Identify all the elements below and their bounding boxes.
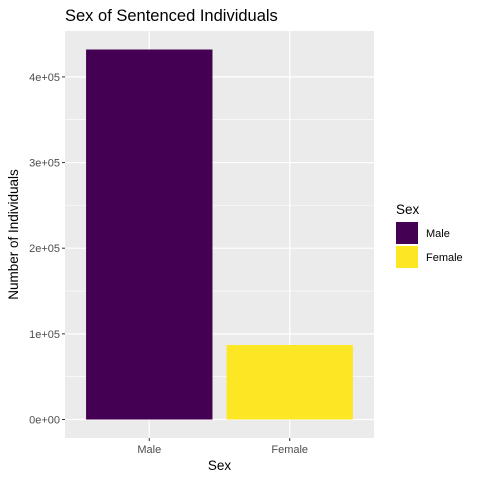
x-tick-label: Female — [271, 444, 308, 456]
x-tick-label: Male — [137, 444, 161, 456]
y-axis-title: Number of Individuals — [6, 169, 21, 300]
legend-swatch-female — [396, 246, 418, 268]
x-axis-title: Sex — [208, 458, 232, 473]
legend-swatch-male — [396, 222, 418, 244]
bar-male — [86, 49, 213, 420]
y-tick-label: 4e+05 — [29, 72, 60, 84]
y-tick-label: 0e+00 — [29, 415, 60, 427]
bar-female — [226, 344, 353, 420]
y-tick-label: 3e+05 — [29, 158, 60, 170]
legend-title: Sex — [396, 202, 420, 217]
legend: Sex Male Female — [396, 202, 463, 268]
legend-label-female: Female — [426, 252, 463, 264]
legend-label-male: Male — [426, 228, 450, 240]
y-tick-label: 2e+05 — [29, 243, 60, 255]
x-axis-ticks: Male Female — [137, 438, 308, 456]
bars — [86, 49, 353, 420]
y-axis-ticks: 0e+00 1e+05 2e+05 3e+05 4e+05 — [29, 72, 65, 427]
chart-title: Sex of Sentenced Individuals — [65, 7, 278, 25]
legend-items: Male Female — [396, 222, 463, 268]
y-tick-label: 1e+05 — [29, 329, 60, 341]
